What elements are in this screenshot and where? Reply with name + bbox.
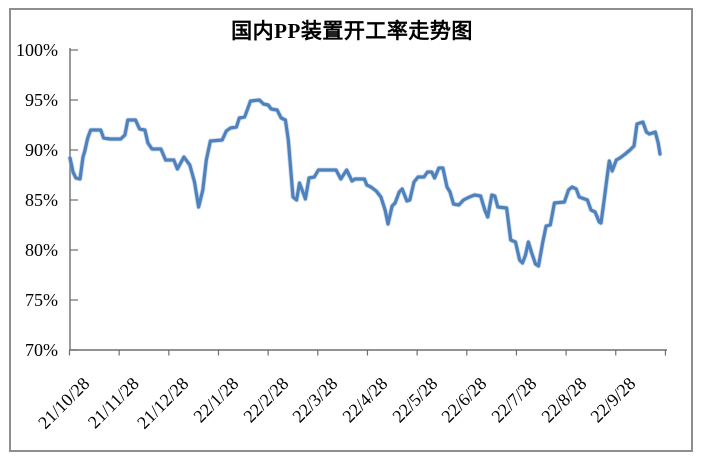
y-axis-label: 100% bbox=[16, 40, 58, 60]
chart-title: 国内PP装置开工率走势图 bbox=[231, 19, 473, 43]
y-axis-label: 85% bbox=[25, 190, 58, 210]
y-axis-label: 75% bbox=[25, 290, 58, 310]
y-axis-label: 70% bbox=[25, 340, 58, 360]
y-axis-label: 95% bbox=[25, 90, 58, 110]
y-axis-label: 80% bbox=[25, 240, 58, 260]
series-line bbox=[68, 98, 662, 268]
chart-frame bbox=[9, 8, 693, 452]
y-axis-label: 90% bbox=[25, 140, 58, 160]
